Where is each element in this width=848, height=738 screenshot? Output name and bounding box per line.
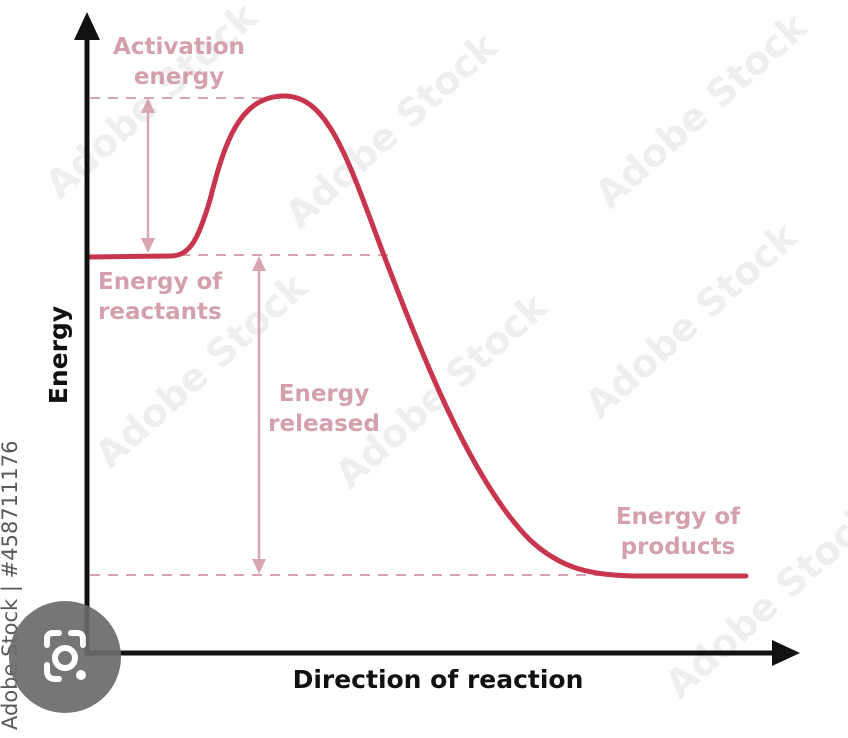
x-axis-label: Direction of reaction: [293, 665, 584, 694]
watermark-text: Adobe Stock: [87, 264, 316, 477]
arrowhead-down: [252, 559, 266, 574]
reference-lines: [90, 97, 610, 576]
x-axis-arrowhead: [772, 640, 800, 666]
energy-released-label-line1: Energy: [279, 381, 369, 407]
watermark-text: Adobe Stock: [587, 4, 816, 217]
y-axis-arrowhead: [74, 12, 100, 40]
products-label-line2: products: [621, 534, 736, 560]
arrowhead-down: [141, 238, 155, 253]
products-label-line1: Energy of: [616, 504, 741, 530]
reaction-energy-curve: [87, 93, 749, 579]
watermark-layer: Adobe Stock Adobe Stock Adobe Stock Adob…: [37, 0, 848, 707]
lens-search-icon: [44, 630, 86, 682]
energy-arrows: [141, 98, 266, 574]
energy-released-label-line2: released: [268, 411, 380, 437]
reactants-label-line2: reactants: [98, 299, 222, 325]
watermark-text: Adobe Stock: [37, 0, 266, 207]
watermark-text: Adobe Stock: [577, 214, 806, 427]
lens-search-button[interactable]: [9, 601, 121, 713]
arrowhead-up: [252, 256, 266, 271]
y-axis-label: Energy: [44, 306, 73, 404]
arrowhead-up: [141, 98, 155, 113]
reactants-label-line1: Energy of: [98, 269, 223, 295]
annotation-labels: Activation energy Energy of reactants En…: [98, 34, 741, 560]
axes: [74, 12, 800, 666]
activation-energy-label-line2: energy: [134, 64, 224, 90]
activation-energy-label-line1: Activation: [113, 34, 245, 60]
watermark-text: Adobe Stock: [277, 24, 506, 237]
